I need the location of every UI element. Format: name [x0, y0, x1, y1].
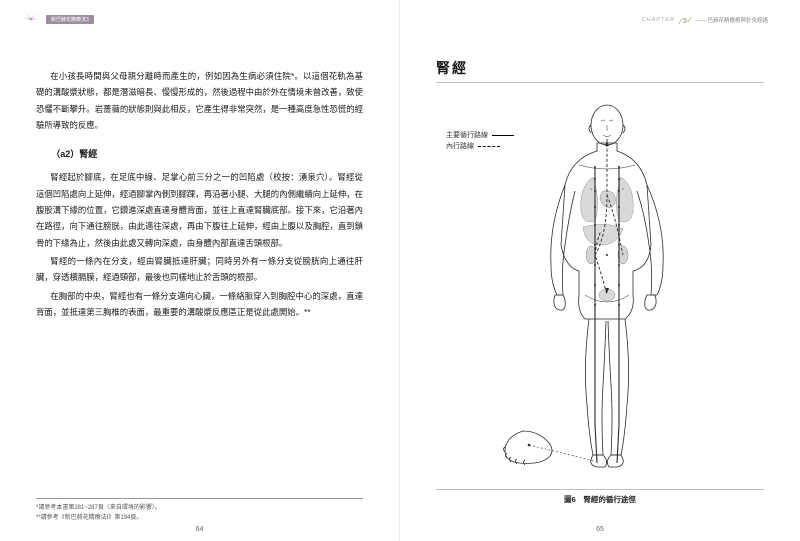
figure-caption: 圖6 腎經的循行途徑 — [436, 489, 764, 505]
paragraph-1: 在小孩長時間與父母親分離時而產生的，例如因為生病必須住院*。以這個花軌為基礎的溝… — [36, 68, 363, 134]
paragraph-2: 腎經起於腳底，在足底中線、足掌心前三分之一的凹陷處（校按：湧泉穴）。腎經從這個凹… — [36, 169, 363, 251]
footnote-rule — [36, 498, 363, 499]
page-number-left: 64 — [196, 526, 204, 533]
kidney-meridian-diagram — [475, 95, 725, 485]
figure-title: 腎經 — [436, 60, 468, 76]
figure-title-row: 腎經 — [436, 58, 764, 83]
legend: 主要循行路線 內行路線 — [446, 130, 514, 152]
paragraph-3: 腎經的一條內在分支，經由腎臟抵達肝臟；同時另外有一條分支從膀胱向上通往肝臟，穿透… — [36, 253, 363, 286]
footnote-2: **請參考《新巴赫花精療法I》第194頁。 — [36, 513, 363, 523]
section-heading: （a2）腎經 — [51, 146, 363, 164]
left-page: 新巴赫花精療法3 在小孩長時間與父母親分離時而產生的，例如因為生病必須住院*。以… — [0, 0, 400, 541]
legend-inner-route: 內行路線 — [446, 141, 514, 152]
page-number-right: 65 — [596, 526, 604, 533]
legend-dashed-line-icon — [478, 146, 500, 147]
flower-icon — [20, 10, 42, 28]
footnote-1: *請參考本書第281~287頁〈來自環境的影響〉。 — [36, 503, 363, 513]
legend-main-label: 主要循行路線 — [446, 130, 488, 141]
series-badge: 新巴赫花精療法3 — [46, 15, 94, 24]
right-page: CHAPTER 2 —— 巴赫花精療癒與針灸經絡 腎經 主要循行路線 內行路線 … — [400, 0, 800, 541]
figure-area — [436, 95, 764, 489]
chapter-ornament-icon: 2 — [678, 14, 692, 26]
header-right: CHAPTER 2 —— 巴赫花精療癒與針灸經絡 — [642, 14, 768, 26]
header-left: 新巴赫花精療法3 — [20, 10, 94, 28]
legend-main-route: 主要循行路線 — [446, 130, 514, 141]
legend-solid-line-icon — [492, 135, 514, 136]
paragraph-4: 在胸部的中央，腎經也有一條分支邁向心臟，一條絡脈穿入到胸腔中心的深處，直達背面，… — [36, 288, 363, 321]
figure-panel: 腎經 主要循行路線 內行路線 圖6 腎經的循行途徑 — [436, 58, 764, 523]
chapter-subtitle: —— 巴赫花精療癒與針灸經絡 — [695, 16, 768, 24]
chapter-label: CHAPTER — [642, 17, 675, 23]
svg-text:2: 2 — [683, 18, 687, 25]
legend-inner-label: 內行路線 — [446, 141, 474, 152]
footnotes: *請參考本書第281~287頁〈來自環境的影響〉。 **請參考《新巴赫花精療法I… — [36, 492, 363, 523]
main-text: 在小孩長時間與父母親分離時而產生的，例如因為生病必須住院*。以這個花軌為基礎的溝… — [36, 68, 363, 323]
